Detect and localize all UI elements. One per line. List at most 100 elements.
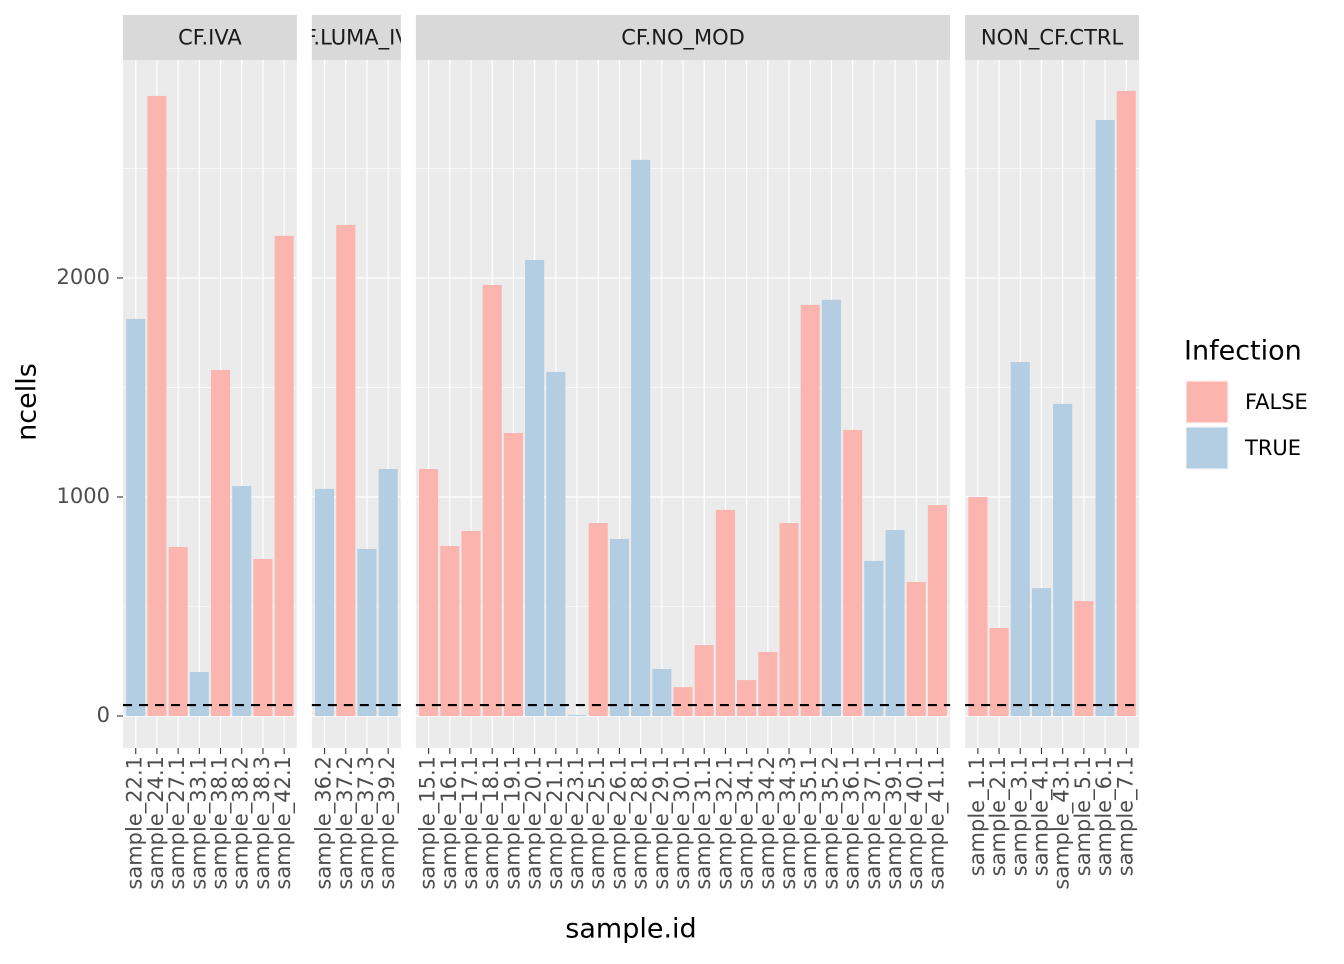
legend-swatch (1185, 380, 1229, 424)
x-tick-label: sample_21.1 (543, 756, 568, 890)
bar (147, 95, 167, 717)
bar (906, 581, 926, 717)
bar (274, 235, 294, 717)
bar (715, 509, 735, 717)
bar (503, 433, 523, 717)
x-tick-label: sample_22.1 (123, 756, 148, 890)
bar (737, 680, 757, 717)
bar (673, 687, 693, 717)
bar (315, 488, 335, 717)
x-tick-label: sample_24.1 (144, 756, 169, 890)
x-tick-label: sample_28.1 (628, 756, 653, 890)
bar (336, 224, 356, 717)
x-tick-label: sample_3.1 (1007, 756, 1032, 876)
bar (189, 671, 209, 717)
x-tick-label: sample_38.2 (229, 756, 254, 890)
x-tick-label: sample_40.1 (903, 756, 928, 890)
bar (588, 523, 608, 717)
x-tick-label: sample_37.3 (354, 756, 379, 890)
legend-title: Infection (1184, 336, 1302, 367)
x-tick-label: sample_15.1 (416, 756, 441, 890)
bar (758, 652, 778, 717)
x-tick-label: sample_38.3 (250, 756, 275, 890)
bar (461, 530, 481, 717)
legend-label: FALSE (1245, 390, 1308, 414)
x-tick-label: sample_31.1 (691, 756, 716, 890)
x-tick-label: sample_16.1 (437, 756, 462, 890)
bar (1116, 90, 1136, 717)
bar (357, 548, 377, 717)
x-tick-label: sample_37.2 (333, 756, 358, 890)
bar (694, 645, 714, 717)
bar (1010, 362, 1030, 717)
x-tick-label: sample_27.1 (165, 756, 190, 890)
facet-strip (415, 15, 951, 60)
bar (968, 496, 988, 717)
bar (253, 558, 273, 717)
x-tick-label: sample_6.1 (1092, 756, 1117, 876)
bar (232, 486, 252, 717)
facet-strip (311, 15, 401, 60)
x-tick-label: sample_25.1 (585, 756, 610, 890)
x-tick-label: sample_30.1 (670, 756, 695, 890)
bar (927, 505, 947, 717)
bar (609, 539, 629, 717)
bar (989, 627, 1009, 717)
x-tick-label: sample_20.1 (522, 756, 547, 890)
bar (800, 304, 820, 717)
x-tick-label: sample_5.1 (1071, 756, 1096, 876)
x-tick-label: sample_17.1 (458, 756, 483, 890)
bar (1095, 120, 1115, 717)
x-tick-label: sample_33.1 (186, 756, 211, 890)
bar (631, 159, 651, 717)
bar (864, 560, 884, 717)
x-tick-label: sample_18.1 (479, 756, 504, 890)
x-tick-label: sample_43.1 (1050, 756, 1075, 890)
bar (779, 523, 799, 717)
x-tick-label: sample_19.1 (500, 756, 525, 890)
x-tick-label: sample_39.1 (882, 756, 907, 890)
bar (1031, 588, 1052, 717)
legend-label: TRUE (1244, 436, 1301, 460)
x-tick-label: sample_36.2 (312, 756, 337, 890)
y-tick-label: 1000 (57, 484, 110, 508)
legend-swatch (1185, 426, 1229, 470)
bar (567, 714, 587, 717)
bar (546, 371, 566, 717)
facet-title: CF.LUMA_IVA (290, 26, 423, 51)
x-tick-label: sample_35.2 (818, 756, 843, 890)
x-tick-label: sample_41.1 (924, 756, 949, 890)
bar (126, 318, 146, 717)
x-tick-label: sample_34.1 (734, 756, 759, 890)
bar (1053, 403, 1073, 717)
facet-strip (965, 15, 1139, 60)
facet-title: CF.IVA (178, 26, 242, 50)
bar (885, 530, 905, 717)
x-tick-label: sample_34.2 (755, 756, 780, 890)
bar (440, 546, 460, 717)
x-tick-label: sample_2.1 (986, 756, 1011, 876)
x-tick-label: sample_1.1 (965, 756, 990, 876)
facet-title: CF.NO_MOD (621, 26, 745, 51)
x-tick-label: sample_34.3 (776, 756, 801, 890)
facet-title: NON_CF.CTRL (981, 26, 1124, 51)
bar (168, 546, 188, 717)
x-tick-label: sample_7.1 (1113, 756, 1138, 876)
bar (652, 668, 672, 717)
bar (378, 468, 398, 717)
x-axis-title: sample.id (565, 914, 696, 945)
y-tick-label: 0 (97, 703, 110, 727)
x-tick-label: sample_26.1 (606, 756, 631, 890)
bar (482, 284, 502, 717)
x-tick-label: sample_39.2 (375, 756, 400, 890)
x-tick-label: sample_36.1 (840, 756, 865, 890)
x-tick-label: sample_23.1 (564, 756, 589, 890)
bar (821, 299, 841, 717)
bar (1074, 601, 1094, 717)
x-tick-label: sample_35.1 (797, 756, 822, 890)
facet-strip (123, 15, 297, 60)
x-tick-label: sample_38.1 (208, 756, 233, 890)
x-tick-label: sample_4.1 (1028, 756, 1053, 876)
bar (419, 468, 439, 717)
